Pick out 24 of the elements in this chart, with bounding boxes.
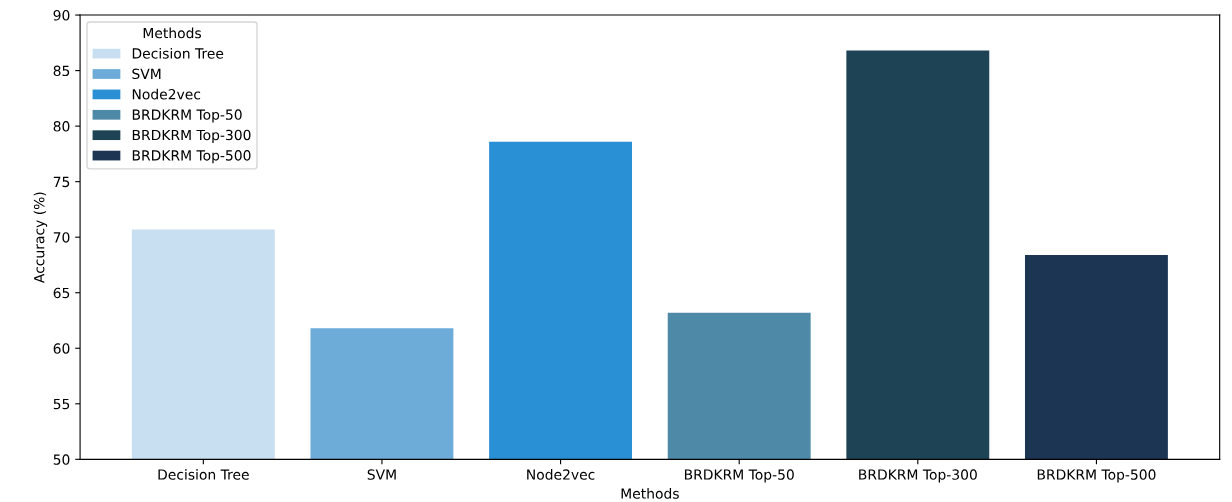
legend-label: BRDKRM Top-50 [132,109,242,123]
y-tick-label: 80 [53,121,70,132]
legend-label: BRDKRM Top-500 [132,150,251,164]
legend-title: Methods [143,27,201,39]
y-tick-label: 90 [53,10,70,21]
y-tick-label: 50 [53,454,70,465]
x-tick-label: BRDKRM Top-300 [859,469,977,483]
legend-label: BRDKRM Top-300 [132,129,251,143]
x-tick-label: Node2vec [527,469,595,480]
y-tick-label: 85 [53,65,70,77]
y-tick-label: 55 [53,398,70,410]
legend-label: SVM [132,68,161,80]
legend-label: Decision Tree [132,47,224,59]
x-tick-label: BRDKRM Top-50 [684,469,794,483]
legend-label: Node2vec [132,88,201,100]
y-tick-label: 70 [53,232,70,243]
x-axis-title: Methods [621,488,679,499]
y-tick-label: 60 [53,343,70,354]
y-axis-title: Accuracy (%) [33,192,48,284]
x-tick-label: SVM [367,469,396,480]
x-tick-label: Decision Tree [158,469,249,480]
y-tick-label: 65 [53,287,70,299]
y-tick-label: 75 [53,176,70,188]
x-tick-label: BRDKRM Top-500 [1037,469,1156,483]
